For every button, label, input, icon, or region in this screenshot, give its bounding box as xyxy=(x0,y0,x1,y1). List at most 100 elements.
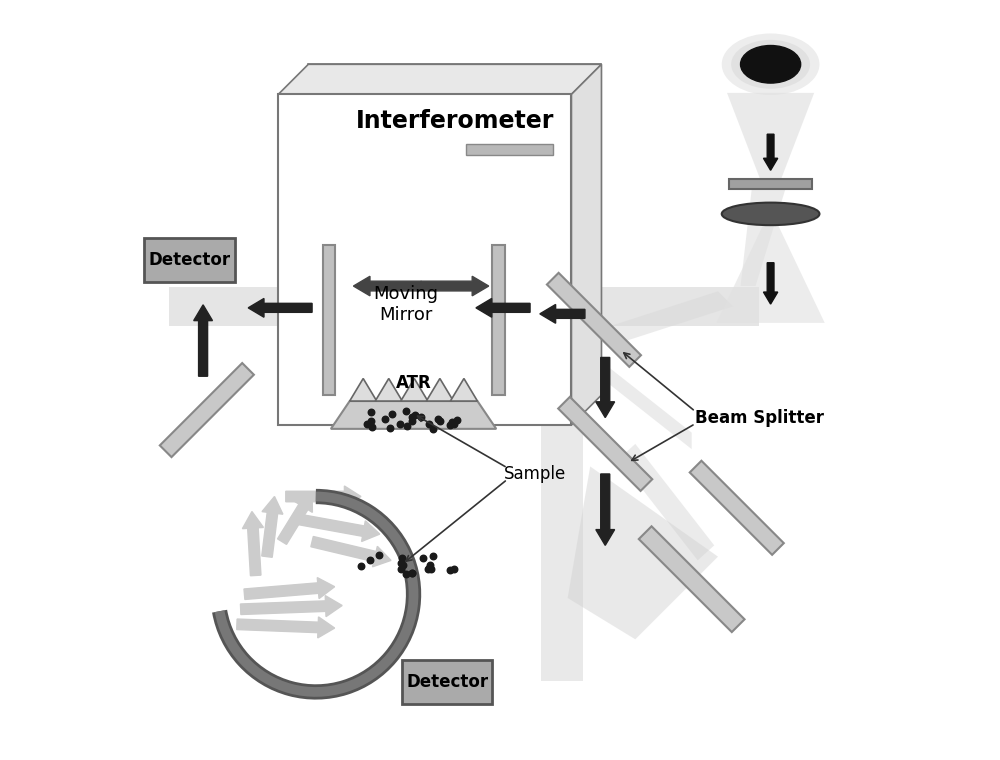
FancyArrow shape xyxy=(286,486,361,507)
Point xyxy=(353,559,369,572)
FancyArrow shape xyxy=(240,596,342,616)
Polygon shape xyxy=(727,93,814,187)
Point xyxy=(404,415,420,427)
Point xyxy=(404,410,420,423)
FancyArrow shape xyxy=(540,305,585,323)
Bar xyxy=(169,287,598,326)
FancyArrow shape xyxy=(596,357,615,417)
Point xyxy=(449,414,465,426)
Point xyxy=(442,419,458,431)
Bar xyxy=(541,94,583,681)
Text: Detector: Detector xyxy=(406,673,488,691)
Point xyxy=(399,420,415,432)
Point xyxy=(363,407,379,419)
Point xyxy=(392,418,408,430)
Point xyxy=(421,562,437,575)
Bar xyxy=(729,179,812,189)
Point xyxy=(413,410,429,423)
Text: ATR: ATR xyxy=(396,374,431,392)
FancyArrow shape xyxy=(763,263,778,304)
Polygon shape xyxy=(160,363,254,457)
Point xyxy=(407,408,423,420)
Text: Beam Splitter: Beam Splitter xyxy=(695,409,824,426)
FancyArrow shape xyxy=(248,299,312,317)
Polygon shape xyxy=(375,378,402,401)
Point xyxy=(404,567,420,579)
Polygon shape xyxy=(639,527,745,632)
Point xyxy=(425,549,441,562)
Point xyxy=(446,562,462,575)
FancyArrow shape xyxy=(763,135,778,170)
Point xyxy=(404,566,420,578)
Point xyxy=(359,418,375,430)
Point xyxy=(371,549,387,561)
FancyArrow shape xyxy=(262,496,283,557)
Polygon shape xyxy=(308,65,601,395)
Point xyxy=(364,421,380,433)
FancyArrow shape xyxy=(242,511,263,576)
Ellipse shape xyxy=(741,46,801,83)
Point xyxy=(430,413,446,426)
Point xyxy=(377,413,393,425)
Polygon shape xyxy=(601,291,733,344)
Point xyxy=(398,404,414,416)
Polygon shape xyxy=(558,397,652,491)
Ellipse shape xyxy=(722,33,819,95)
Point xyxy=(421,417,437,429)
Polygon shape xyxy=(741,188,786,286)
Point xyxy=(442,565,458,577)
Polygon shape xyxy=(426,378,453,401)
Polygon shape xyxy=(690,461,784,555)
Point xyxy=(444,416,460,428)
FancyBboxPatch shape xyxy=(402,660,492,704)
Bar xyxy=(323,245,335,395)
Polygon shape xyxy=(568,467,718,639)
Bar xyxy=(492,245,505,395)
Point xyxy=(393,563,409,575)
Text: Sample: Sample xyxy=(504,465,566,483)
Point xyxy=(425,423,441,435)
Point xyxy=(420,563,436,575)
Ellipse shape xyxy=(722,203,819,225)
Polygon shape xyxy=(278,65,601,94)
Point xyxy=(384,408,400,420)
Polygon shape xyxy=(619,444,714,560)
Point xyxy=(415,552,431,564)
FancyArrow shape xyxy=(237,617,335,638)
Point xyxy=(398,568,414,581)
Polygon shape xyxy=(571,65,601,425)
Text: Moving
Mirror: Moving Mirror xyxy=(374,286,439,325)
Polygon shape xyxy=(716,225,825,323)
FancyArrow shape xyxy=(278,492,312,544)
Point xyxy=(423,563,439,575)
Point xyxy=(432,415,448,427)
FancyArrow shape xyxy=(476,299,530,317)
FancyArrow shape xyxy=(311,537,391,567)
FancyArrow shape xyxy=(596,474,615,546)
Bar xyxy=(594,287,759,326)
Ellipse shape xyxy=(731,40,810,89)
Point xyxy=(393,557,409,569)
Polygon shape xyxy=(560,329,692,449)
Point xyxy=(363,415,379,427)
Point xyxy=(382,422,398,434)
Bar xyxy=(278,94,571,425)
Polygon shape xyxy=(350,378,377,401)
Point xyxy=(395,559,411,572)
FancyArrow shape xyxy=(194,305,212,376)
FancyArrow shape xyxy=(244,578,335,600)
Point xyxy=(394,552,410,564)
Polygon shape xyxy=(401,378,428,401)
Text: Detector: Detector xyxy=(148,251,231,269)
FancyArrow shape xyxy=(296,514,380,541)
Text: Interferometer: Interferometer xyxy=(356,109,554,133)
Polygon shape xyxy=(331,401,496,429)
FancyArrow shape xyxy=(421,277,489,296)
Point xyxy=(362,554,378,566)
FancyArrow shape xyxy=(353,277,421,296)
Polygon shape xyxy=(450,378,477,401)
Polygon shape xyxy=(547,273,641,367)
FancyBboxPatch shape xyxy=(144,238,235,281)
Point xyxy=(446,418,462,430)
Point xyxy=(422,559,438,572)
